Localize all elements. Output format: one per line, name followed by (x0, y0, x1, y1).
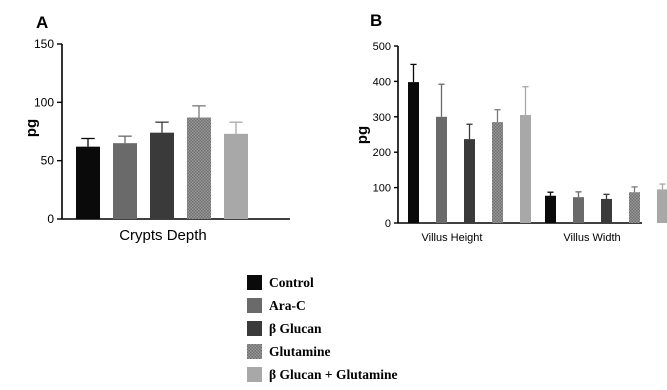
y-tick-label: 300 (373, 112, 391, 124)
y-tick-label: 100 (373, 183, 391, 195)
y-axis-label: pg (354, 126, 371, 144)
bar (492, 122, 503, 223)
legend: Control Ara-C β Glucan Glutamine β Glucan + … (247, 271, 397, 386)
x-category-label: Villus Width (563, 232, 620, 244)
y-tick-label: 400 (373, 76, 391, 88)
panel-letter: B (370, 11, 382, 30)
y-axis-label: pg (23, 119, 40, 137)
y-tick-label: 150 (34, 37, 54, 51)
y-tick-label: 200 (373, 147, 391, 159)
y-tick-label: 500 (373, 41, 391, 53)
x-category-label: Villus Height (422, 232, 483, 244)
legend-swatch (247, 344, 262, 359)
bar (436, 116, 447, 223)
bar (601, 198, 612, 223)
bar (187, 117, 211, 219)
bar (408, 82, 419, 223)
bar (573, 197, 584, 223)
panel-letter: A (36, 13, 48, 32)
legend-item: β Glucan (247, 317, 397, 340)
x-category-label: Crypts Depth (119, 227, 207, 244)
legend-label: Control (269, 274, 314, 290)
y-tick-label: 50 (41, 154, 55, 168)
bar (464, 139, 475, 223)
legend-swatch (247, 321, 262, 336)
y-tick-label: 100 (34, 95, 54, 109)
bar (657, 189, 667, 223)
bar (520, 115, 531, 223)
legend-label: β Glucan + Glutamine (269, 366, 398, 382)
figure: Apg 0 50 100 150 Crypts Depth Bpg 0 100 200 300 40… (23, 11, 667, 244)
panel-a: Apg 0 50 100 150 Crypts Depth (23, 13, 290, 244)
bar (629, 192, 640, 223)
bar (150, 132, 174, 219)
panel-b: Bpg 0 100 200 300 400 500 Villus Height Villus W… (354, 11, 667, 244)
legend-label: Ara-C (269, 297, 306, 313)
legend-swatch (247, 298, 262, 313)
legend-item: β Glucan + Glutamine (247, 363, 397, 386)
y-tick-label: 0 (47, 212, 54, 226)
y-tick-label: 0 (385, 218, 391, 230)
legend-label: Glutamine (269, 343, 331, 359)
legend-item: Control (247, 271, 397, 294)
legend-label: β Glucan (269, 320, 322, 336)
bar (224, 133, 248, 219)
legend-swatch (247, 275, 262, 290)
legend-item: Glutamine (247, 340, 397, 363)
bar (545, 195, 556, 223)
legend-item: Ara-C (247, 294, 397, 317)
bar (76, 146, 100, 219)
bar (113, 143, 137, 219)
legend-swatch (247, 367, 262, 382)
